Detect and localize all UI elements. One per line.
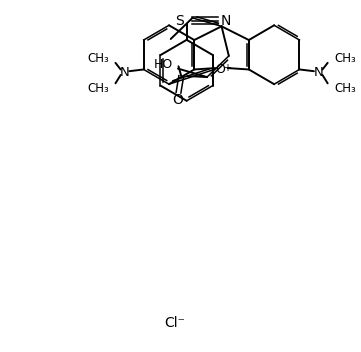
Text: O: O bbox=[172, 93, 183, 107]
Text: +: + bbox=[223, 63, 231, 73]
Text: CH₃: CH₃ bbox=[87, 51, 109, 64]
Text: S: S bbox=[175, 14, 183, 28]
Text: O: O bbox=[216, 63, 226, 76]
Text: CH₃: CH₃ bbox=[334, 51, 356, 64]
Text: CH₃: CH₃ bbox=[87, 82, 109, 95]
Text: HO: HO bbox=[154, 58, 173, 71]
Text: N: N bbox=[120, 66, 130, 79]
Text: Cl⁻: Cl⁻ bbox=[164, 316, 185, 330]
Text: N: N bbox=[221, 14, 231, 28]
Text: CH₃: CH₃ bbox=[334, 82, 356, 95]
Text: N: N bbox=[313, 66, 323, 79]
